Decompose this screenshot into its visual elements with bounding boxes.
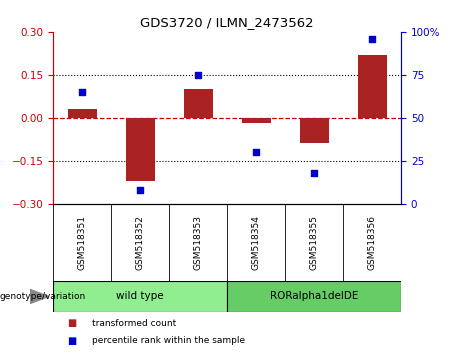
Bar bbox=[300, 118, 329, 143]
Bar bbox=[242, 118, 271, 124]
Bar bbox=[125, 118, 154, 181]
Bar bbox=[183, 89, 213, 118]
Text: GSM518351: GSM518351 bbox=[77, 215, 87, 270]
Point bbox=[310, 170, 318, 176]
Text: genotype/variation: genotype/variation bbox=[0, 292, 86, 301]
Text: GSM518356: GSM518356 bbox=[367, 215, 377, 270]
Point bbox=[136, 187, 144, 193]
Point bbox=[368, 36, 376, 41]
Text: GSM518354: GSM518354 bbox=[252, 215, 260, 270]
FancyBboxPatch shape bbox=[227, 281, 401, 312]
Text: GSM518355: GSM518355 bbox=[309, 215, 319, 270]
Text: ■: ■ bbox=[67, 318, 76, 328]
Point bbox=[78, 89, 86, 95]
Text: GSM518353: GSM518353 bbox=[194, 215, 202, 270]
Text: transformed count: transformed count bbox=[92, 319, 177, 328]
Point bbox=[195, 72, 202, 78]
Polygon shape bbox=[30, 290, 49, 303]
Title: GDS3720 / ILMN_2473562: GDS3720 / ILMN_2473562 bbox=[140, 16, 314, 29]
Text: RORalpha1delDE: RORalpha1delDE bbox=[270, 291, 358, 302]
Point bbox=[252, 149, 260, 155]
Text: percentile rank within the sample: percentile rank within the sample bbox=[92, 336, 245, 345]
Text: GSM518352: GSM518352 bbox=[136, 215, 145, 270]
Bar bbox=[67, 109, 96, 118]
Bar bbox=[358, 55, 387, 118]
Text: ■: ■ bbox=[67, 336, 76, 346]
Text: wild type: wild type bbox=[116, 291, 164, 302]
FancyBboxPatch shape bbox=[53, 281, 227, 312]
